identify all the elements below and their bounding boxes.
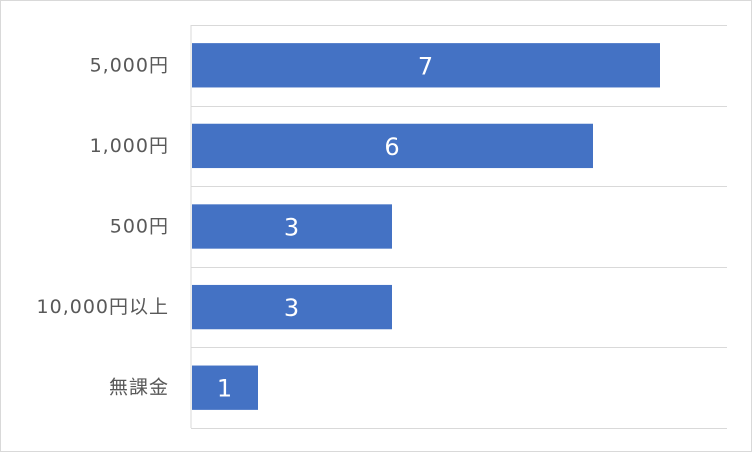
category-label: 無課金 bbox=[109, 377, 169, 399]
data-label: 3 bbox=[284, 214, 299, 242]
data-label: 7 bbox=[418, 52, 433, 80]
bar bbox=[192, 43, 660, 88]
data-label: 3 bbox=[284, 294, 299, 322]
bar bbox=[192, 123, 593, 169]
data-label: 6 bbox=[384, 133, 399, 161]
category-label: 5,000円 bbox=[90, 54, 169, 76]
bar bbox=[192, 284, 392, 330]
grid-layer bbox=[190, 25, 727, 429]
label-layer: 5,000円 7 1,000円 6 500円 3 10,000円以上 3 無課金 1 bbox=[37, 52, 434, 402]
category-label: 500円 bbox=[110, 216, 169, 238]
category-label: 1,000円 bbox=[90, 135, 169, 157]
bar bbox=[192, 204, 392, 249]
data-label: 1 bbox=[217, 375, 232, 403]
bar bbox=[192, 365, 258, 410]
bar-layer bbox=[192, 43, 660, 410]
category-label: 10,000円以上 bbox=[37, 296, 169, 318]
